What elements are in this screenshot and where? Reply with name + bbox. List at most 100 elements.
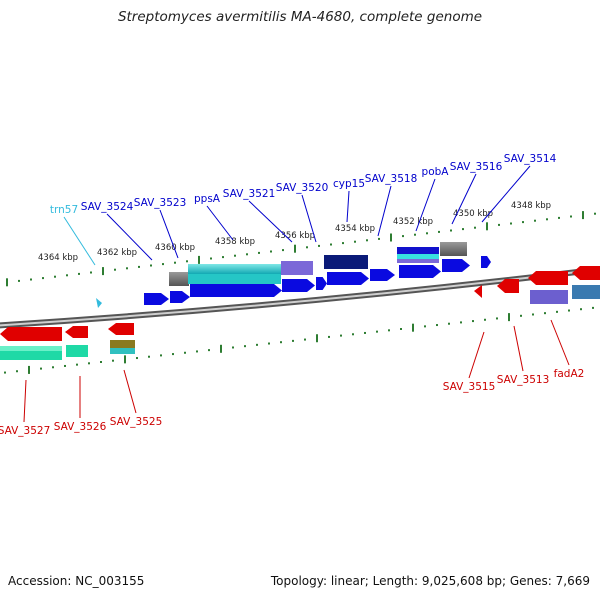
ruler-tick: [198, 255, 200, 264]
ruler-tick: [76, 363, 78, 366]
ruler-tick: [354, 240, 356, 243]
gene-arrow-sav-3515: [474, 285, 482, 298]
ruler-tick: [208, 349, 210, 352]
gene-features: [0, 242, 600, 360]
ruler-tick: [570, 215, 572, 218]
callout-line-cyp15: [346, 190, 350, 223]
gene-arrow-sav-3525: [108, 323, 134, 335]
ruler-tick: [520, 314, 522, 317]
ruler-tick: [438, 230, 440, 233]
gene-arrow-sav-3523: [170, 291, 190, 303]
ruler-tick: [376, 330, 378, 333]
callout-line-sav-3514: [481, 165, 531, 223]
gene-label-sav-3525: SAV_3525: [110, 416, 163, 428]
ruler-tick: [436, 324, 438, 327]
genome-summary: Topology: linear; Length: 9,025,608 bp; …: [270, 574, 590, 588]
chromosome-backbone: [0, 266, 600, 329]
ruler-tick: [160, 354, 162, 357]
callout-line-sav-3515: [468, 331, 485, 379]
ruler-tick: [186, 260, 188, 263]
ruler-tick: [366, 239, 368, 242]
feature-box-cyan: [188, 264, 281, 274]
ruler-tick: [510, 222, 512, 225]
ruler-tick: [88, 362, 90, 365]
ruler-tick: [390, 233, 392, 242]
ruler-tick: [508, 313, 510, 322]
ruler-tick: [174, 261, 176, 264]
ruler-tick: [150, 264, 152, 267]
callout-line-sav-3518: [377, 185, 392, 237]
ruler-tick: [162, 263, 164, 266]
ruler-tick: [258, 251, 260, 254]
ruler-tick: [472, 320, 474, 323]
ruler-label-4364-kbp: 4364 kbp: [38, 253, 78, 263]
feature-box-gray-2: [440, 242, 467, 256]
ruler-label-4358-kbp: 4358 kbp: [215, 237, 255, 247]
ruler-tick: [450, 229, 452, 232]
gene-label-ppsa: ppsA: [194, 193, 221, 205]
ruler-tick: [318, 244, 320, 247]
ruler-tick: [412, 323, 414, 332]
ruler-labels: 4364 kbp 4362 kbp 4360 kbp 4358 kbp 4356 kbp…: [38, 201, 551, 263]
gene-labels: trn57 SAV_3524 SAV_3523 ppsA SAV_3521 SAV_352…: [0, 153, 584, 437]
ruler-tick: [270, 250, 272, 253]
ruler-label-4356-kbp: 4356 kbp: [275, 231, 315, 241]
ruler-tick: [52, 366, 54, 369]
ruler-tick: [424, 325, 426, 328]
ruler-tick: [582, 211, 584, 220]
gene-label-sav-3524: SAV_3524: [81, 201, 134, 213]
feature-box-olive: [110, 340, 135, 348]
ruler-tick: [330, 243, 332, 246]
ruler-tick: [66, 274, 68, 277]
ruler-tick: [16, 370, 18, 373]
ruler-tick: [100, 361, 102, 363]
gene-label-cyp15: cyp15: [333, 178, 365, 190]
ruler-tick: [18, 279, 20, 282]
ruler-tick: [328, 335, 330, 338]
ruler-tick: [30, 278, 32, 281]
feature-box-blue: [397, 247, 439, 254]
ruler-tick: [28, 365, 30, 374]
ruler-tick: [498, 223, 500, 226]
ruler-tick: [546, 218, 548, 221]
ruler-tick: [592, 306, 594, 309]
gene-arrow-sav-3516: [442, 259, 470, 272]
gene-label-sav-3523: SAV_3523: [134, 197, 187, 209]
ruler-label-4360-kbp: 4360 kbp: [155, 243, 195, 253]
ruler-tick: [244, 345, 246, 348]
gene-arrow-sav-3514: [481, 256, 491, 268]
ruler-tick: [124, 355, 126, 364]
gene-arrow-cyp15: [327, 272, 369, 285]
gene-label-poba: pobA: [422, 166, 450, 178]
ruler-label-4362-kbp: 4362 kbp: [97, 248, 137, 258]
ruler-tick: [114, 268, 116, 271]
ruler-tick: [486, 222, 488, 231]
ruler-tick: [280, 341, 282, 344]
ruler-tick: [138, 265, 140, 268]
ruler-tick: [594, 212, 596, 215]
gene-label-sav-3515: SAV_3515: [443, 381, 496, 393]
ruler-tick: [90, 271, 92, 274]
gene-arrow-fadA2: [528, 271, 568, 285]
gene-label-sav-3521: SAV_3521: [223, 188, 276, 200]
gene-label-sav-3520: SAV_3520: [276, 182, 329, 194]
gene-arrow-sav-3520: [316, 277, 327, 290]
backbone-highlight: [0, 268, 600, 327]
ruler-tick: [556, 310, 558, 313]
feature-box-steel: [572, 285, 600, 299]
ruler-tick: [426, 232, 428, 235]
ruler-tick: [448, 322, 450, 325]
callout-line-sav-3513: [513, 325, 524, 372]
ruler-tick: [210, 257, 212, 260]
callout-line-sav-3523: [159, 209, 179, 259]
ruler-tick: [462, 228, 464, 231]
ruler-tick: [414, 233, 416, 236]
gene-arrow-sav-3521: [282, 279, 315, 292]
ruler-ticks: [4, 211, 596, 374]
gene-arrow-pobA: [399, 265, 441, 278]
ruler-tick: [294, 244, 296, 253]
feature-box-cyan-3: [397, 254, 439, 259]
callout-line-sav-3520: [301, 194, 317, 243]
ruler-tick: [268, 342, 270, 345]
